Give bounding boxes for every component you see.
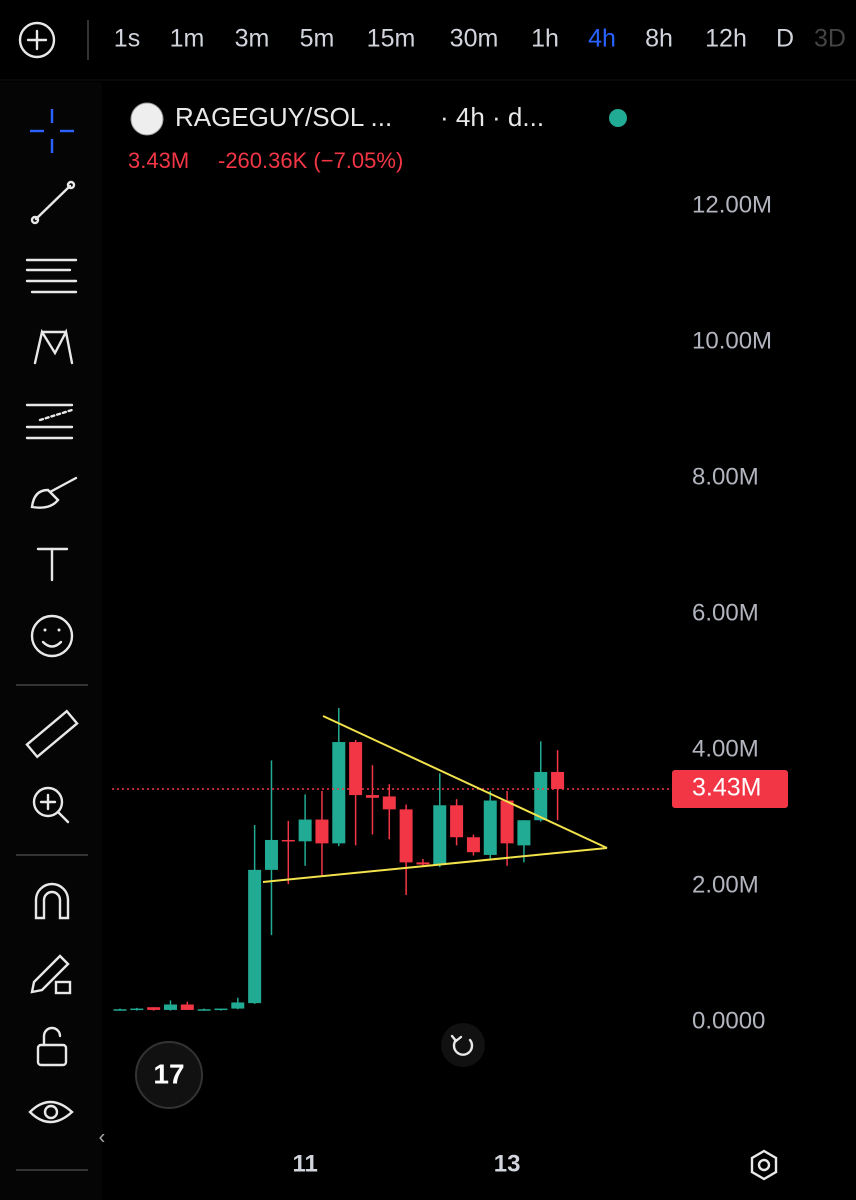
plot: 0.0000 2.00M 4.00M 6.00M 8.00M 10.00M 12.00M 11…	[112, 192, 788, 1177]
y-tick-label: 2.00M	[692, 872, 759, 899]
collapse-arrow[interactable]: ‹	[99, 1126, 106, 1148]
candle-body	[534, 771, 548, 821]
candle-body	[517, 820, 531, 846]
candle-body	[399, 809, 413, 863]
legend-close: 3.43M	[128, 148, 189, 173]
tradingview-logo[interactable]: 17	[135, 1041, 203, 1109]
lock-drawings-tool[interactable]	[30, 954, 72, 995]
candle-body	[466, 837, 480, 853]
candle-body	[130, 1008, 144, 1011]
x-tick-label: 11	[292, 1150, 317, 1177]
y-tick-label: 6.00M	[692, 600, 759, 627]
interval-button[interactable]: 4h	[588, 25, 616, 53]
y-tick-label: 8.00M	[692, 464, 759, 491]
trend-line-tool[interactable]	[30, 180, 76, 225]
candle-body	[264, 839, 278, 870]
add-button[interactable]	[18, 21, 56, 59]
last-price-tag	[672, 769, 788, 808]
interval-button[interactable]: 30m	[450, 25, 499, 53]
candle-body	[281, 839, 295, 842]
triangle-drawing[interactable]	[262, 715, 608, 883]
settings-button[interactable]	[750, 1149, 778, 1181]
interval-button[interactable]: 1h	[531, 25, 559, 53]
candle-body	[433, 805, 447, 865]
candle-body	[551, 771, 565, 789]
visibility-tool[interactable]	[28, 1100, 74, 1124]
interval-button[interactable]: D	[776, 25, 794, 53]
symbol-title[interactable]: RAGEGUY/SOL ...	[175, 102, 392, 132]
y-tick-label: 0.0000	[692, 1008, 765, 1035]
pattern-tool[interactable]	[33, 328, 74, 365]
interval-button[interactable]: 1m	[170, 25, 205, 53]
candle-body	[500, 800, 514, 844]
zoom-tool[interactable]	[32, 786, 70, 824]
market-status	[609, 109, 627, 127]
candle-body	[349, 742, 363, 796]
last-price-label: 3.43M	[692, 774, 761, 802]
interval-button[interactable]: 3D	[814, 25, 846, 53]
interval-button[interactable]: 15m	[367, 25, 416, 53]
interval-button[interactable]: 8h	[645, 25, 673, 53]
svg-text:17: 17	[153, 1058, 184, 1089]
candle-body	[248, 869, 262, 1004]
lock-tool[interactable]	[36, 1026, 68, 1067]
interval-button[interactable]: 3m	[235, 25, 270, 53]
reset-button[interactable]	[441, 1023, 485, 1067]
fib-tool[interactable]	[25, 258, 78, 294]
y-tick-label: 10.00M	[692, 328, 772, 355]
candle-body	[180, 1004, 194, 1010]
ruler-tool[interactable]	[25, 709, 79, 759]
token-logo	[130, 102, 164, 136]
candle-body	[450, 805, 464, 838]
interval-button[interactable]: 1s	[114, 25, 140, 53]
interval-button[interactable]: 12h	[705, 25, 747, 53]
symbol-subtitle: · 4h · d...	[440, 102, 544, 132]
candle-body	[382, 796, 396, 810]
crosshair-tool[interactable]	[30, 109, 74, 153]
candle-body	[214, 1008, 228, 1011]
candle-body	[332, 742, 346, 844]
y-tick-label: 12.00M	[692, 192, 772, 219]
candle-body	[147, 1007, 161, 1010]
candle-body	[416, 862, 430, 865]
candle-body	[163, 1004, 177, 1010]
forecast-tool[interactable]	[25, 403, 74, 440]
legend-change: -260.36K (−7.05%)	[218, 148, 403, 173]
y-tick-label: 4.00M	[692, 736, 759, 763]
candle-body	[365, 795, 379, 798]
candle-body	[315, 819, 329, 844]
emoji-tool[interactable]	[30, 614, 74, 658]
candle-body	[483, 800, 497, 855]
magnet-tool[interactable]	[34, 882, 70, 920]
candle-body	[197, 1009, 211, 1011]
candle-body	[298, 819, 312, 842]
brush-tool[interactable]	[30, 476, 78, 509]
sidebar	[0, 82, 102, 1200]
candle-body	[113, 1009, 127, 1011]
candle-body	[231, 1002, 245, 1009]
interval-button[interactable]: 5m	[300, 25, 335, 53]
x-tick-label: 13	[494, 1150, 521, 1177]
text-tool[interactable]	[36, 547, 69, 582]
